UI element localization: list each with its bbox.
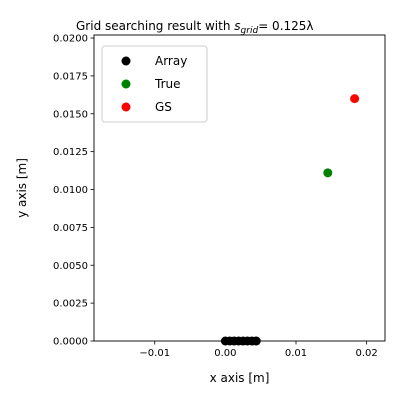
legend-marker-array — [121, 56, 131, 66]
x-axis-ticks: −0.01 0.00 0.01 0.02 — [139, 341, 378, 359]
y-tick-label: 0.0050 — [53, 261, 88, 272]
chart-title: Grid searching result with sgrid= 0.125λ — [76, 19, 314, 36]
point-true — [323, 168, 333, 178]
y-tick-label: 0.0175 — [53, 71, 88, 82]
legend: Array True GS — [101, 45, 208, 123]
y-tick-label: 0.0000 — [53, 337, 88, 348]
x-tick-label: 0.02 — [356, 348, 378, 359]
title-symbol: s — [234, 19, 240, 33]
x-tick-label: 0.01 — [285, 348, 307, 359]
legend-label-array: Array — [155, 54, 187, 68]
y-axis-ticks: 0.0000 0.0025 0.0050 0.0075 0.0100 0.0125 0.01… — [53, 34, 94, 348]
title-subscript: grid — [241, 26, 259, 36]
y-axis-label: y axis [m] — [15, 158, 29, 218]
y-tick-label: 0.0200 — [53, 34, 88, 45]
x-tick-label: −0.01 — [139, 348, 170, 359]
y-tick-label: 0.0150 — [53, 109, 88, 120]
title-prefix: Grid searching result with — [76, 19, 234, 33]
points-layer — [220, 94, 360, 346]
legend-label-true: True — [154, 77, 181, 91]
legend-marker-true — [121, 79, 131, 89]
point-gs — [350, 94, 360, 104]
y-tick-label: 0.0025 — [53, 299, 88, 310]
title-suffix: = 0.125λ — [258, 19, 313, 33]
plot-frame — [93, 34, 386, 342]
y-tick-label: 0.0100 — [53, 185, 88, 196]
legend-marker-gs — [121, 102, 131, 112]
x-axis-label: x axis [m] — [210, 371, 270, 385]
x-tick-label: 0.00 — [214, 348, 236, 359]
y-tick-label: 0.0075 — [53, 223, 88, 234]
legend-label-gs: GS — [155, 100, 172, 114]
legend-frame — [101, 45, 208, 123]
y-tick-label: 0.0125 — [53, 147, 88, 158]
